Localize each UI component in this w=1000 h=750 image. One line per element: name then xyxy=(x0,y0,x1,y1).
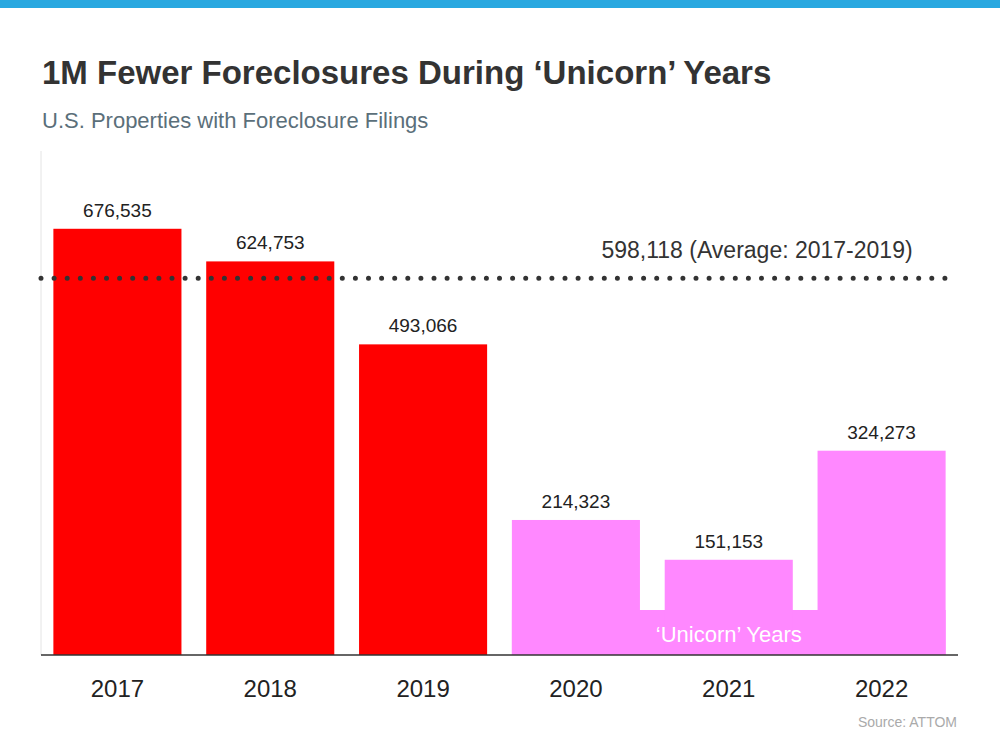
data-label: 493,066 xyxy=(389,315,458,336)
bar xyxy=(818,451,946,655)
background xyxy=(0,0,1000,750)
subtitle: U.S. Properties with Foreclosure Filings xyxy=(42,108,428,133)
data-label: 624,753 xyxy=(236,232,305,253)
x-tick-label: 2020 xyxy=(549,675,602,702)
x-tick-label: 2018 xyxy=(244,675,297,702)
data-label: 324,273 xyxy=(847,422,916,443)
data-label: 151,153 xyxy=(694,531,763,552)
bar xyxy=(206,261,334,655)
data-label: 676,535 xyxy=(83,200,152,221)
page: {"chart_data": { "type": "bar", "title":… xyxy=(0,0,1000,750)
bar xyxy=(359,344,487,655)
title: 1M Fewer Foreclosures During ‘Unicorn’ Y… xyxy=(42,54,771,91)
source: Source: ATTOM xyxy=(858,714,957,730)
x-tick-label: 2021 xyxy=(702,675,755,702)
annotation-text: ‘Unicorn’ Years xyxy=(656,622,802,647)
y-axis-line xyxy=(41,151,42,655)
average-label: 598,118 (Average: 2017-2019) xyxy=(601,237,912,263)
chart: 1M Fewer Foreclosures During ‘Unicorn’ Y… xyxy=(0,0,1000,750)
x-axis-line xyxy=(41,654,958,656)
average-line xyxy=(41,276,946,281)
bar xyxy=(512,520,640,655)
top-stripe xyxy=(0,0,1000,8)
bar xyxy=(53,229,181,655)
data-label: 214,323 xyxy=(542,491,611,512)
bars xyxy=(53,229,945,655)
x-tick-label: 2017 xyxy=(91,675,144,702)
x-tick-label: 2022 xyxy=(855,675,908,702)
x-tick-label: 2019 xyxy=(396,675,449,702)
